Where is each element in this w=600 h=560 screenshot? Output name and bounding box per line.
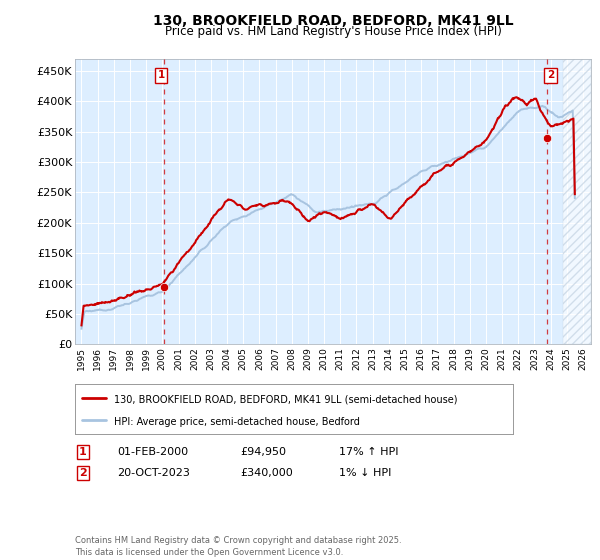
Text: 130, BROOKFIELD ROAD, BEDFORD, MK41 9LL: 130, BROOKFIELD ROAD, BEDFORD, MK41 9LL xyxy=(152,14,514,28)
Text: 1: 1 xyxy=(79,447,86,457)
Text: 2: 2 xyxy=(547,70,554,80)
Text: 17% ↑ HPI: 17% ↑ HPI xyxy=(339,447,398,457)
Bar xyxy=(563,59,591,344)
Text: 20-OCT-2023: 20-OCT-2023 xyxy=(117,468,190,478)
Text: 1: 1 xyxy=(158,70,165,80)
Text: 01-FEB-2000: 01-FEB-2000 xyxy=(117,447,188,457)
Text: Price paid vs. HM Land Registry's House Price Index (HPI): Price paid vs. HM Land Registry's House … xyxy=(164,25,502,38)
Text: Contains HM Land Registry data © Crown copyright and database right 2025.
This d: Contains HM Land Registry data © Crown c… xyxy=(75,536,401,557)
Text: 2: 2 xyxy=(79,468,86,478)
Text: 1% ↓ HPI: 1% ↓ HPI xyxy=(339,468,391,478)
Text: £340,000: £340,000 xyxy=(240,468,293,478)
Text: £94,950: £94,950 xyxy=(240,447,286,457)
Text: 130, BROOKFIELD ROAD, BEDFORD, MK41 9LL (semi-detached house): 130, BROOKFIELD ROAD, BEDFORD, MK41 9LL … xyxy=(115,395,458,405)
Text: HPI: Average price, semi-detached house, Bedford: HPI: Average price, semi-detached house,… xyxy=(115,417,360,427)
